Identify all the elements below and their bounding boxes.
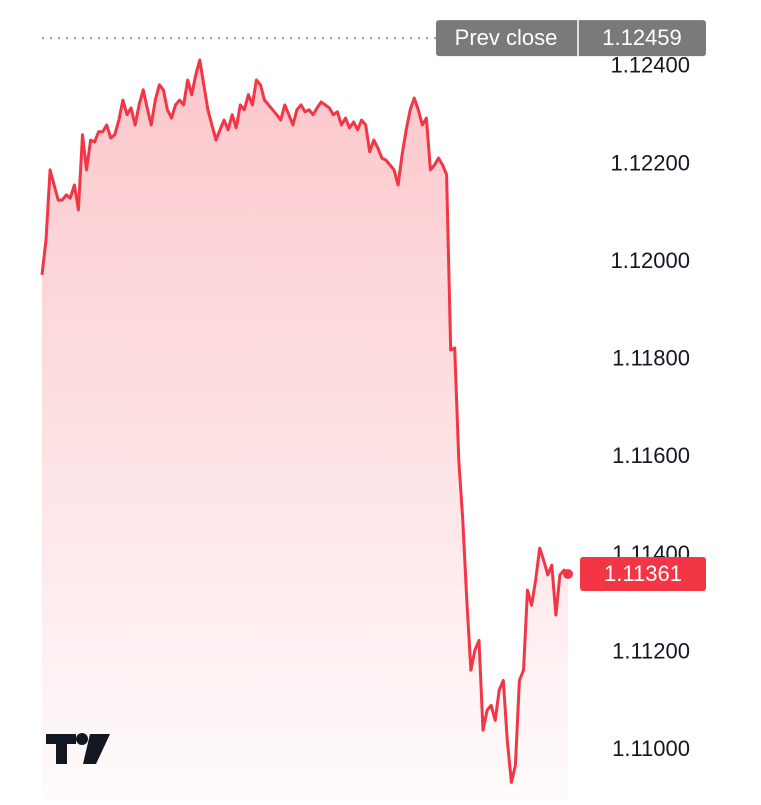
price-line — [40, 58, 570, 784]
last-price-label: 1.11361 — [604, 561, 682, 586]
y-tick-label: 1.12200 — [610, 150, 690, 175]
last-point — [563, 569, 573, 580]
prev-close-box — [436, 20, 706, 57]
y-tick-label: 1.11200 — [612, 638, 690, 663]
y-tick-label: 1.11600 — [612, 443, 690, 468]
y-tick-label: 1.11000 — [612, 736, 690, 761]
y-tick-label: 1.12000 — [610, 248, 690, 273]
y-tick-label: 1.12400 — [610, 53, 690, 78]
y-tick-label: 1.11800 — [612, 346, 690, 371]
prev-close-label: Prev close — [455, 25, 558, 50]
area — [42, 60, 568, 800]
prev-close-value: 1.12459 — [602, 25, 682, 50]
logo — [46, 733, 110, 764]
last-price-box — [580, 557, 706, 592]
